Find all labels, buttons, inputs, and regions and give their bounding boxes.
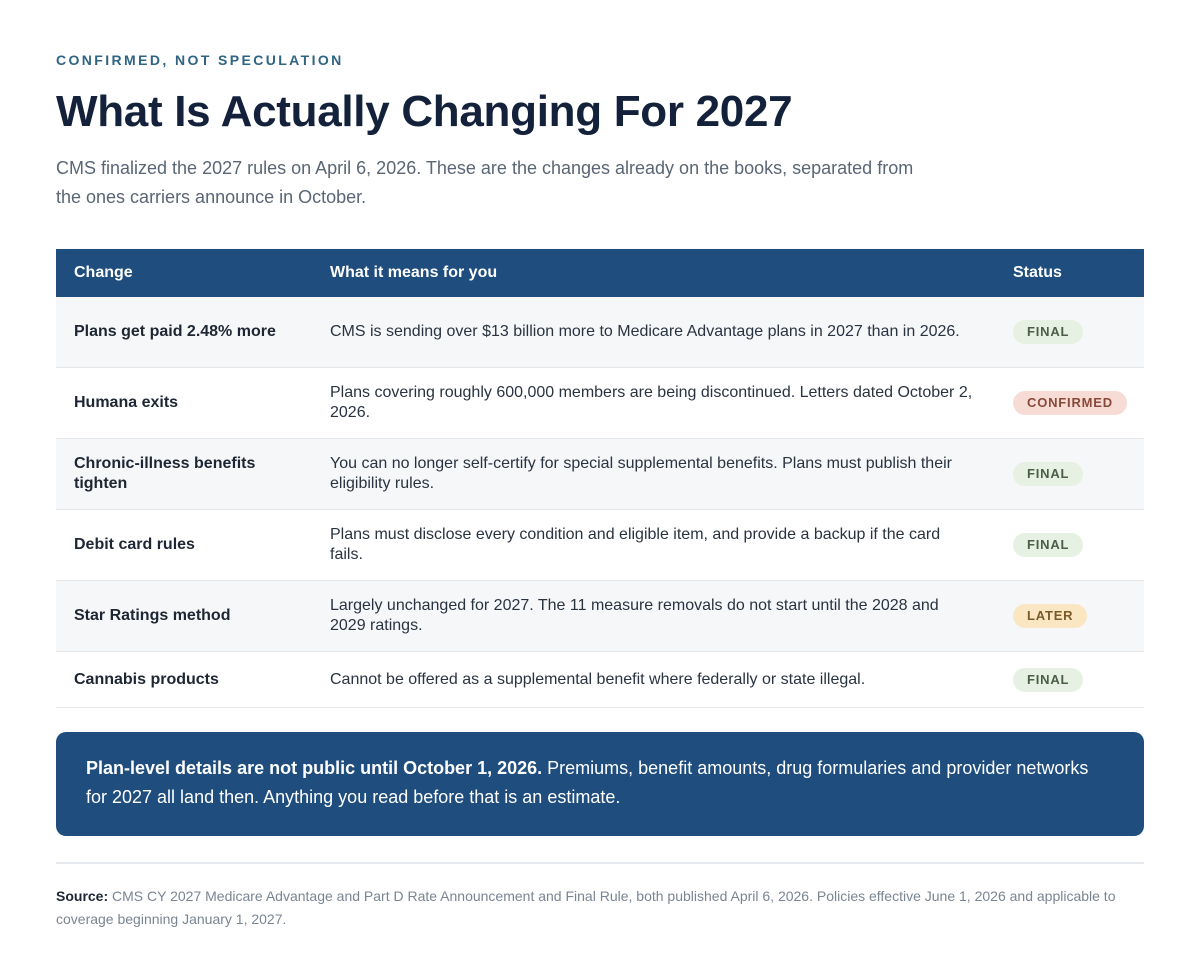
status-badge: FINAL xyxy=(1013,462,1084,486)
table-header-row: Change What it means for you Status xyxy=(56,249,1144,297)
eyebrow-label: CONFIRMED, NOT SPECULATION xyxy=(56,52,344,68)
callout-text: Premiums, benefit amounts, drug formular… xyxy=(86,758,1089,807)
means-cell: CMS is sending over $13 billion more to … xyxy=(312,297,995,368)
means-cell: Cannot be offered as a supplemental bene… xyxy=(312,651,995,708)
page-title: What Is Actually Changing For 2027 xyxy=(56,87,793,136)
change-cell: Star Ratings method xyxy=(56,580,312,652)
changes-table: Change What it means for you Status Plan… xyxy=(56,249,1144,708)
status-cell: FINAL xyxy=(995,651,1144,708)
status-cell: CONFIRMED xyxy=(995,367,1144,439)
status-badge: FINAL xyxy=(1013,320,1084,344)
change-cell: Debit card rules xyxy=(56,509,312,581)
table-row: Debit card rules Plans must disclose eve… xyxy=(56,509,1144,581)
table-row: Chronic-illness benefits tighten You can… xyxy=(56,438,1144,510)
means-cell: You can no longer self-certify for speci… xyxy=(312,438,995,510)
status-badge: CONFIRMED xyxy=(1013,391,1127,415)
callout-headline: Plan-level details are not public until … xyxy=(86,758,543,778)
source-note: Source: CMS CY 2027 Medicare Advantage a… xyxy=(56,885,1144,931)
change-cell: Chronic-illness benefits tighten xyxy=(56,438,312,510)
means-cell: Largely unchanged for 2027. The 11 measu… xyxy=(312,580,995,652)
status-badge: FINAL xyxy=(1013,667,1084,692)
page-subtitle: CMS finalized the 2027 rules on April 6,… xyxy=(56,158,914,207)
status-cell: FINAL xyxy=(995,509,1144,581)
means-cell: Plans must disclose every condition and … xyxy=(312,509,995,581)
table-row: Cannabis products Cannot be offered as a… xyxy=(56,651,1144,708)
table-row: Humana exits Plans covering roughly 600,… xyxy=(56,367,1144,439)
table-row: Star Ratings method Largely unchanged fo… xyxy=(56,580,1144,652)
column-header-change: Change xyxy=(74,264,133,281)
article: CONFIRMED, NOT SPECULATION What Is Actua… xyxy=(56,0,1144,931)
status-badge: FINAL xyxy=(1013,533,1084,557)
change-cell: Cannabis products xyxy=(56,651,312,708)
change-cell: Plans get paid 2.48% more xyxy=(56,297,312,368)
callout-box: Plan-level details are not public until … xyxy=(56,732,1144,836)
source-label: Source: xyxy=(56,888,109,904)
change-cell: Humana exits xyxy=(56,367,312,439)
column-header-means: What it means for you xyxy=(330,264,498,281)
divider xyxy=(56,862,1144,864)
table-row: Plans get paid 2.48% more CMS is sending… xyxy=(56,297,1144,368)
status-cell: FINAL xyxy=(995,297,1144,368)
means-cell: Plans covering roughly 600,000 members a… xyxy=(312,367,995,439)
column-header-status: Status xyxy=(1013,264,1062,281)
status-cell: FINAL xyxy=(995,438,1144,510)
status-cell: LATER xyxy=(995,580,1144,652)
source-text: CMS CY 2027 Medicare Advantage and Part … xyxy=(56,888,1116,927)
status-badge: LATER xyxy=(1013,604,1088,628)
